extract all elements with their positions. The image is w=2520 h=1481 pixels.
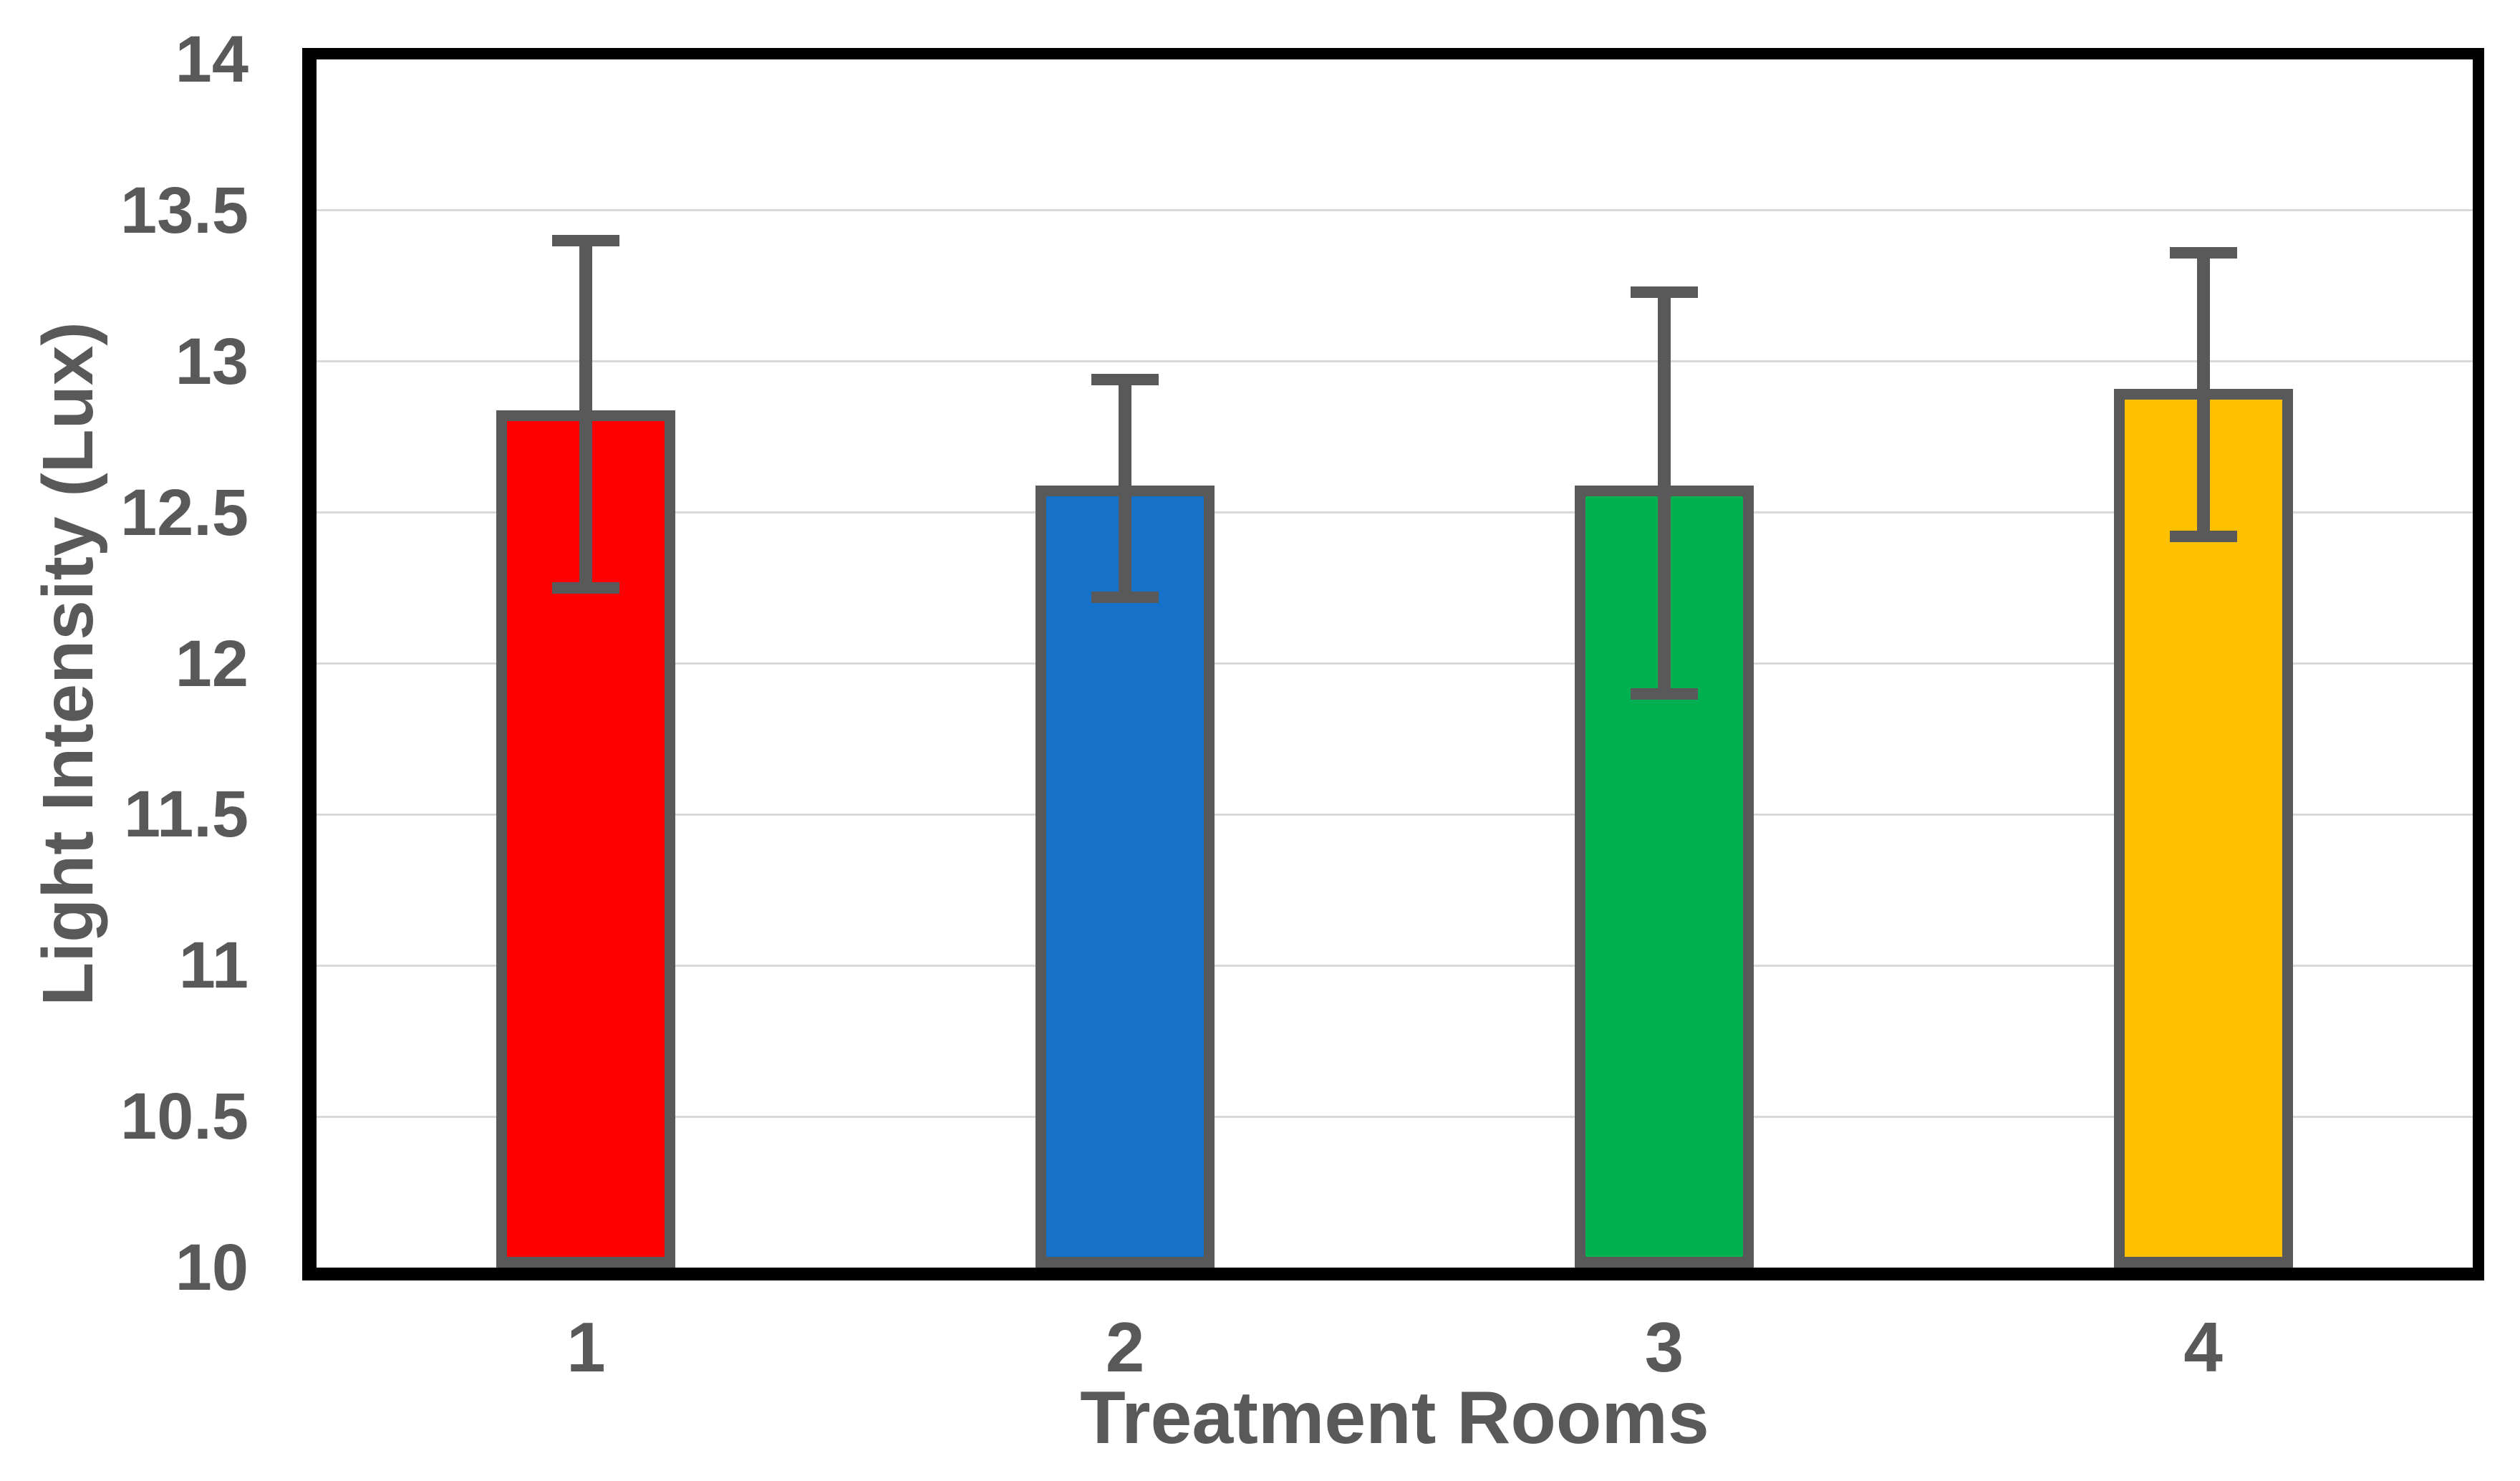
error-bar-cap-top (1630, 286, 1698, 298)
error-bar-cap-top (552, 235, 620, 247)
gridline (317, 1115, 2473, 1118)
y-tick-label: 10 (175, 1231, 248, 1304)
plot-inner (317, 59, 2473, 1268)
y-tick-label: 13.5 (120, 173, 248, 247)
bar (2113, 389, 2293, 1268)
x-tick-label: 2 (1105, 1308, 1145, 1386)
x-tick-label: 4 (2183, 1308, 2223, 1386)
error-bar-cap-top (1091, 374, 1159, 386)
bar (496, 410, 676, 1268)
y-tick-label: 11.5 (124, 778, 248, 852)
gridline (317, 662, 2473, 665)
error-bar-cap-bottom (1630, 688, 1698, 700)
y-tick-label: 10.5 (120, 1080, 248, 1154)
gridline (317, 360, 2473, 363)
y-tick-label: 14 (175, 23, 248, 96)
bar (1035, 486, 1215, 1268)
error-bar-line (2196, 252, 2210, 537)
y-tick-label: 12.5 (120, 476, 248, 549)
y-tick-label: 11 (178, 929, 248, 1003)
x-tick-label: 3 (1644, 1308, 1684, 1386)
error-bar-line (579, 241, 593, 589)
x-axis-title: Treatment Rooms (1080, 1376, 1709, 1460)
error-bar-cap-bottom (1091, 591, 1159, 603)
gridline (317, 511, 2473, 514)
error-bar-cap-bottom (552, 582, 620, 594)
error-bar-cap-bottom (2169, 531, 2237, 543)
error-bar-line (1657, 291, 1671, 694)
gridline (317, 964, 2473, 967)
plot-area (302, 48, 2484, 1280)
gridline (317, 209, 2473, 212)
error-bar-line (1119, 380, 1132, 597)
error-bar-cap-top (2169, 246, 2237, 259)
y-tick-label: 12 (175, 627, 248, 700)
x-tick-label: 1 (566, 1308, 606, 1386)
y-tick-label: 13 (175, 324, 248, 398)
gridline (317, 813, 2473, 816)
